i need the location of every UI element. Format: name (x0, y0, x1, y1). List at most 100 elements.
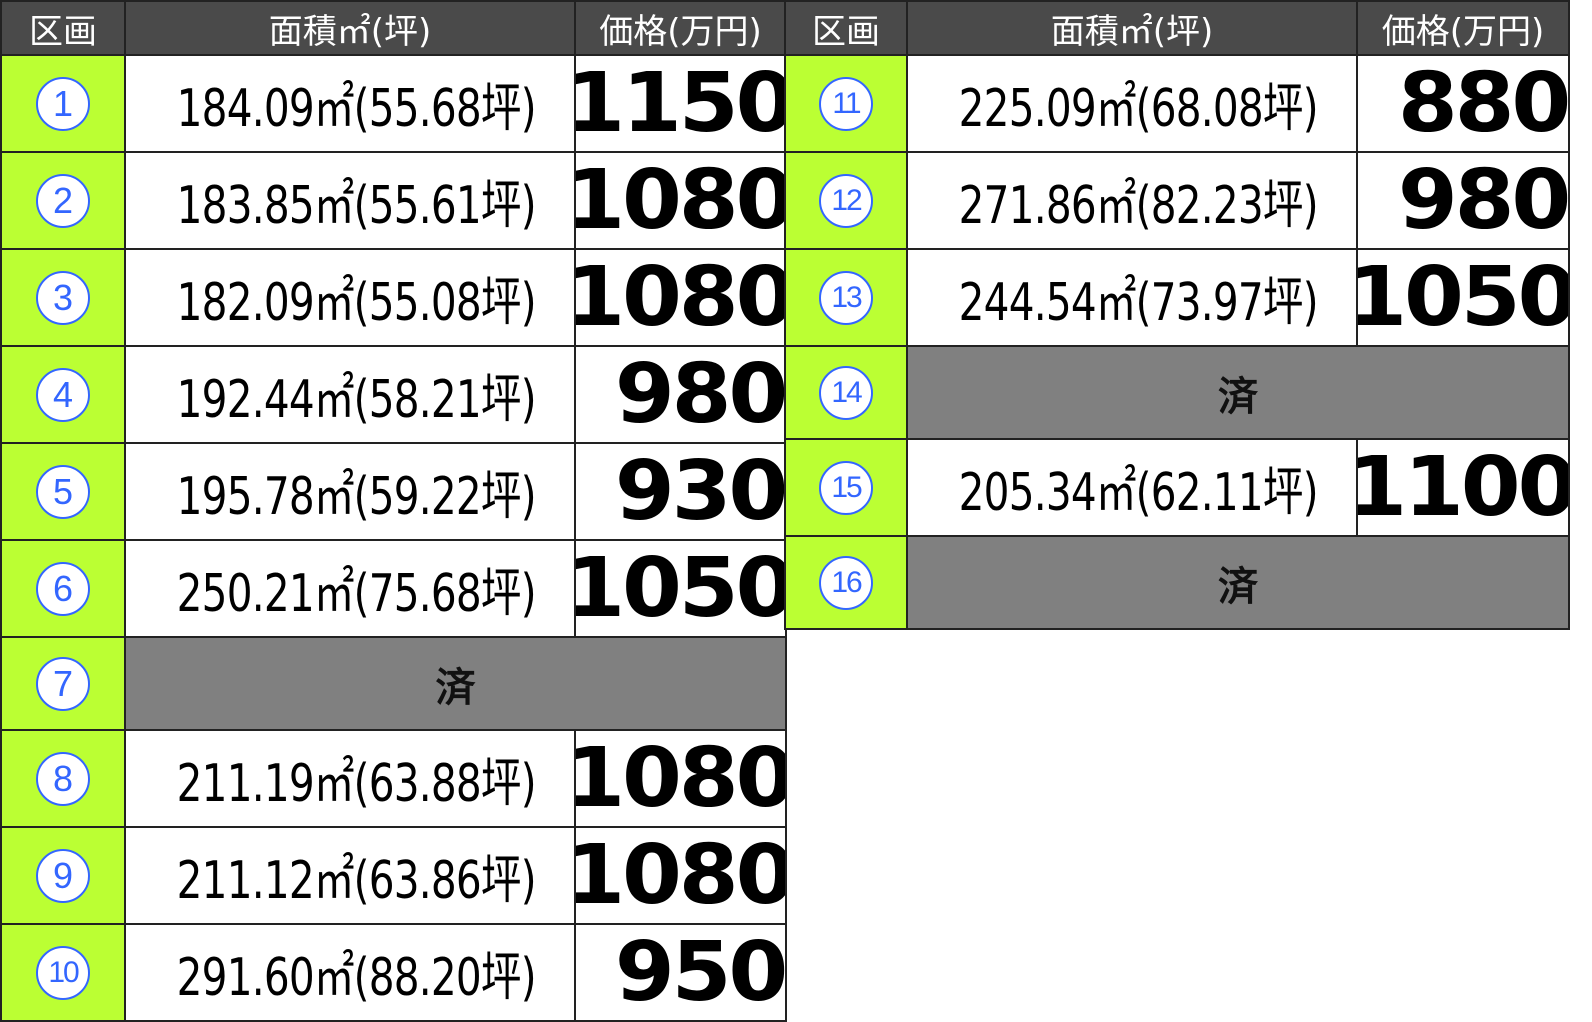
header-lot: 区画 (784, 0, 908, 56)
lot-number-cell: 3 (0, 248, 126, 347)
price-cell: 880 (1356, 54, 1570, 153)
area-cell: 291.60㎡(88.20坪) (124, 923, 576, 1022)
price-value: 980 (1397, 153, 1568, 248)
lot-row: 3 182.09㎡(55.08坪) 1080 (0, 248, 787, 347)
price-value: 1050 (1357, 250, 1569, 345)
lot-number-cell: 12 (784, 151, 908, 250)
lot-row: 10 291.60㎡(88.20坪) 950 (0, 923, 787, 1022)
price-value: 950 (614, 925, 785, 1020)
lot-number-cell: 9 (0, 826, 126, 925)
sold-cell: 済 (124, 636, 787, 731)
area-value: 182.09㎡(55.08坪) (176, 273, 537, 333)
lot-number: 16 (819, 555, 873, 610)
lot-number-cell: 5 (0, 442, 126, 541)
lot-number: 11 (819, 76, 873, 131)
price-cell: 950 (574, 923, 787, 1022)
header-price: 価格(万円) (1356, 0, 1570, 56)
price-value: 930 (614, 444, 785, 539)
price-cell: 1100 (1356, 438, 1570, 537)
area-cell: 192.44㎡(58.21坪) (124, 345, 576, 444)
lot-number-cell: 14 (784, 345, 908, 440)
header-row: 区画 面積㎡(坪) 価格(万円) (0, 0, 787, 56)
lot-row: 12 271.86㎡(82.23坪) 980 (784, 151, 1570, 250)
price-value: 1080 (575, 250, 786, 345)
price-value: 1150 (575, 56, 786, 151)
area-cell: 195.78㎡(59.22坪) (124, 442, 576, 541)
price-value: 980 (614, 347, 785, 442)
lot-number: 5 (36, 464, 90, 519)
price-cell: 1080 (574, 151, 787, 250)
lot-number-cell: 10 (0, 923, 126, 1022)
price-cell: 930 (574, 442, 787, 541)
lot-row: 16 済 (784, 535, 1570, 630)
price-cell: 1150 (574, 54, 787, 153)
area-value: 205.34㎡(62.11坪) (958, 463, 1319, 523)
area-cell: 211.19㎡(63.88坪) (124, 729, 576, 828)
lot-number-cell: 4 (0, 345, 126, 444)
lot-number: 3 (36, 270, 90, 325)
lot-number: 8 (36, 751, 90, 806)
area-cell: 271.86㎡(82.23坪) (906, 151, 1358, 250)
area-cell: 205.34㎡(62.11坪) (906, 438, 1358, 537)
area-value: 211.12㎡(63.86坪) (176, 851, 537, 911)
lot-number: 9 (36, 848, 90, 903)
area-value: 271.86㎡(82.23坪) (958, 176, 1319, 236)
area-cell: 182.09㎡(55.08坪) (124, 248, 576, 347)
lot-number: 15 (819, 460, 873, 515)
lot-row: 8 211.19㎡(63.88坪) 1080 (0, 729, 787, 828)
area-value: 192.44㎡(58.21坪) (176, 370, 537, 430)
lot-number: 2 (36, 173, 90, 228)
lot-number: 7 (36, 656, 90, 711)
price-value: 1080 (575, 731, 786, 826)
area-cell: 184.09㎡(55.68坪) (124, 54, 576, 153)
price-cell: 980 (574, 345, 787, 444)
lot-number-cell: 16 (784, 535, 908, 630)
area-cell: 250.21㎡(75.68坪) (124, 539, 576, 638)
price-cell: 1080 (574, 729, 787, 828)
lot-row: 14 済 (784, 345, 1570, 440)
area-cell: 225.09㎡(68.08坪) (906, 54, 1358, 153)
area-value: 244.54㎡(73.97坪) (958, 273, 1319, 333)
lot-number: 13 (819, 270, 873, 325)
price-value: 880 (1397, 56, 1568, 151)
lot-row: 4 192.44㎡(58.21坪) 980 (0, 345, 787, 444)
area-value: 211.19㎡(63.88坪) (176, 754, 537, 814)
lot-number-cell: 15 (784, 438, 908, 537)
lot-row: 9 211.12㎡(63.86坪) 1080 (0, 826, 787, 925)
area-value: 291.60㎡(88.20坪) (176, 948, 537, 1008)
area-value: 195.78㎡(59.22坪) (176, 467, 537, 527)
lot-row: 13 244.54㎡(73.97坪) 1050 (784, 248, 1570, 347)
lot-number-cell: 13 (784, 248, 908, 347)
lot-number-cell: 6 (0, 539, 126, 638)
area-value: 225.09㎡(68.08坪) (958, 79, 1319, 139)
lot-number-cell: 11 (784, 54, 908, 153)
price-cell: 1080 (574, 826, 787, 925)
area-value: 184.09㎡(55.68坪) (176, 79, 537, 139)
lot-number: 6 (36, 561, 90, 616)
lot-number-cell: 1 (0, 54, 126, 153)
price-value: 1080 (575, 828, 786, 923)
area-cell: 244.54㎡(73.97坪) (906, 248, 1358, 347)
lot-row: 15 205.34㎡(62.11坪) 1100 (784, 438, 1570, 537)
price-cell: 980 (1356, 151, 1570, 250)
lot-number: 10 (36, 945, 90, 1000)
lot-number-cell: 7 (0, 636, 126, 731)
price-cell: 1050 (574, 539, 787, 638)
lot-number: 14 (819, 365, 873, 420)
header-area: 面積㎡(坪) (906, 0, 1358, 56)
lot-number: 1 (36, 76, 90, 131)
header-area: 面積㎡(坪) (124, 0, 576, 56)
lot-row: 2 183.85㎡(55.61坪) 1080 (0, 151, 787, 250)
sold-cell: 済 (906, 345, 1570, 440)
area-cell: 211.12㎡(63.86坪) (124, 826, 576, 925)
lot-number: 4 (36, 367, 90, 422)
price-value: 1100 (1357, 440, 1569, 535)
lot-row: 6 250.21㎡(75.68坪) 1050 (0, 539, 787, 638)
area-cell: 183.85㎡(55.61坪) (124, 151, 576, 250)
price-value: 1050 (575, 541, 786, 636)
lot-row: 11 225.09㎡(68.08坪) 880 (784, 54, 1570, 153)
area-value: 250.21㎡(75.68坪) (176, 564, 537, 624)
lot-row: 1 184.09㎡(55.68坪) 1150 (0, 54, 787, 153)
price-cell: 1050 (1356, 248, 1570, 347)
